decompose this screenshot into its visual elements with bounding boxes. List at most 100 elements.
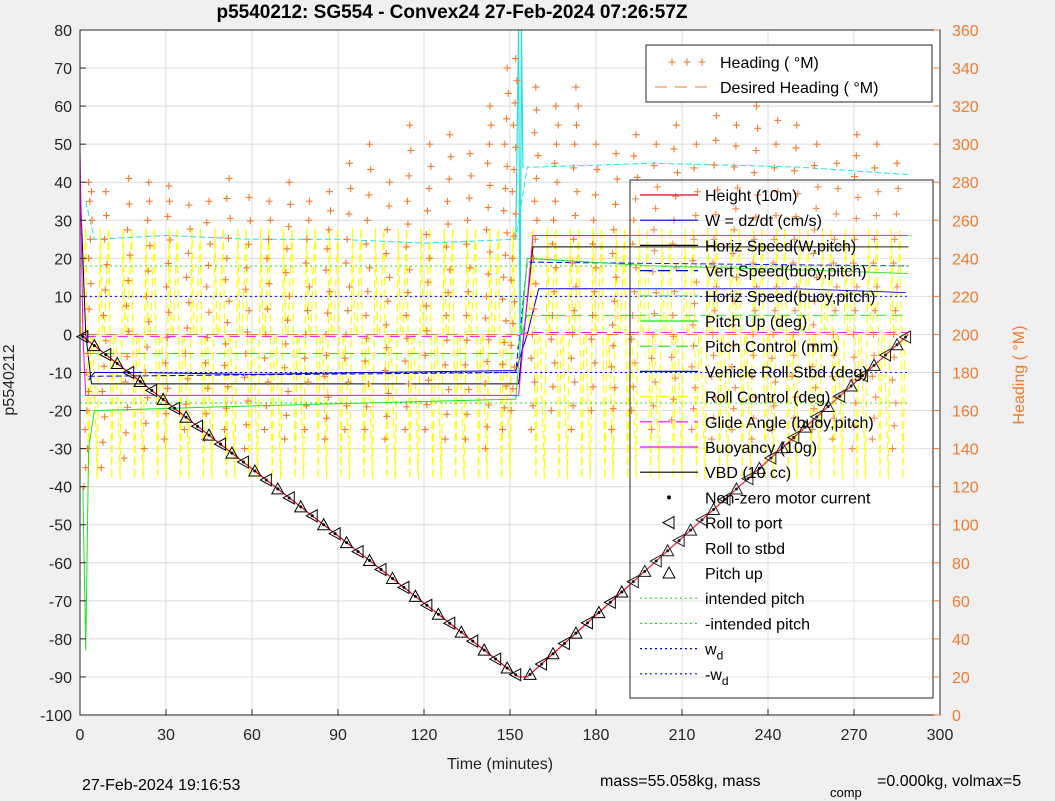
heading-marker bbox=[163, 334, 171, 342]
heading-marker bbox=[265, 280, 273, 288]
heading-marker bbox=[810, 405, 818, 413]
heading-marker bbox=[750, 414, 758, 422]
motor-current-dot bbox=[769, 456, 773, 460]
heading-marker bbox=[125, 200, 133, 208]
roll-control-pulse bbox=[791, 227, 803, 480]
heading-marker bbox=[285, 178, 293, 186]
heading-marker bbox=[461, 361, 469, 369]
heading-marker bbox=[731, 297, 739, 305]
y2-tick-label: 60 bbox=[952, 594, 970, 611]
legend-heading: Heading ( °M) Desired Heading ( °M) bbox=[645, 44, 933, 103]
heading-marker bbox=[143, 292, 151, 300]
heading-marker bbox=[402, 311, 410, 319]
y2-tick-label: 100 bbox=[952, 518, 979, 535]
roll-port-marker bbox=[144, 383, 158, 398]
heading-marker bbox=[401, 357, 409, 365]
heading-marker bbox=[484, 204, 492, 212]
heading-marker bbox=[101, 235, 109, 243]
heading-marker bbox=[670, 145, 678, 153]
heading-marker bbox=[325, 226, 333, 234]
heading-marker bbox=[486, 248, 494, 256]
heading-marker bbox=[183, 273, 191, 281]
pitch-up-marker bbox=[477, 643, 492, 656]
heading-marker bbox=[592, 140, 600, 148]
heading-marker bbox=[770, 164, 778, 172]
pitch-up-marker bbox=[706, 502, 721, 516]
motor-current-dot bbox=[861, 374, 865, 378]
heading-marker bbox=[730, 405, 738, 413]
heading-marker bbox=[691, 384, 699, 392]
heading-marker bbox=[243, 328, 251, 336]
heading-marker bbox=[690, 235, 698, 243]
heading-marker bbox=[512, 210, 520, 218]
heading-marker bbox=[499, 426, 507, 434]
roll-control-pulse bbox=[573, 227, 585, 480]
pitch-up-marker bbox=[293, 499, 308, 513]
heading-marker bbox=[754, 191, 762, 199]
heading-marker bbox=[613, 175, 621, 183]
heading-marker bbox=[669, 240, 677, 248]
legend-main-box bbox=[629, 179, 934, 699]
roll-control-pulse bbox=[837, 227, 849, 480]
heading-marker bbox=[486, 102, 494, 110]
heading-marker bbox=[571, 378, 579, 386]
heading-marker bbox=[750, 169, 758, 177]
heading-marker bbox=[162, 410, 170, 418]
heading-marker bbox=[361, 426, 369, 434]
heading-marker bbox=[850, 353, 858, 361]
roll-control-pulse bbox=[768, 227, 780, 480]
heading-marker bbox=[570, 235, 578, 243]
heading-marker bbox=[323, 245, 331, 253]
heading-marker bbox=[103, 261, 111, 269]
heading-marker bbox=[792, 144, 800, 152]
legend-label: Glide Angle (buoy,pitch) bbox=[705, 415, 874, 432]
pitch-up-marker bbox=[454, 625, 469, 638]
legend-subscript: d bbox=[717, 649, 724, 663]
heading-marker bbox=[500, 207, 508, 215]
series-line bbox=[79, 147, 909, 396]
heading-marker bbox=[242, 285, 250, 293]
heading-marker bbox=[101, 413, 109, 421]
motor-current-dot bbox=[173, 406, 177, 410]
heading-marker bbox=[609, 405, 617, 413]
heading-marker bbox=[484, 270, 492, 278]
motor-current-dot bbox=[723, 497, 727, 501]
x-tick-label: 270 bbox=[841, 727, 868, 744]
heading-marker bbox=[384, 389, 392, 397]
heading-marker bbox=[499, 360, 507, 368]
legend-heading-label: Heading ( °M) bbox=[720, 55, 819, 72]
heading-marker bbox=[511, 99, 519, 107]
legend-label: Roll to stbd bbox=[705, 541, 785, 558]
heading-marker bbox=[125, 174, 133, 182]
heading-marker bbox=[220, 426, 228, 434]
motor-current-dot bbox=[884, 353, 888, 357]
heading-marker bbox=[849, 330, 857, 338]
pitch-up-marker bbox=[752, 461, 767, 474]
heading-marker bbox=[530, 254, 538, 262]
heading-marker bbox=[712, 211, 720, 219]
x-tick-label: 210 bbox=[669, 727, 696, 744]
heading-marker bbox=[124, 226, 132, 234]
motor-current-dot bbox=[826, 405, 830, 409]
series-line bbox=[85, 162, 909, 244]
pitch-up-marker bbox=[614, 584, 629, 598]
heading-marker bbox=[550, 288, 558, 296]
heading-marker bbox=[691, 300, 699, 308]
heading-marker bbox=[302, 402, 310, 410]
footer-mass: mass=55.058kg, mass bbox=[600, 773, 761, 790]
heading-marker bbox=[571, 212, 579, 220]
heading-marker bbox=[534, 152, 542, 160]
heading-marker bbox=[363, 334, 371, 342]
heading-marker bbox=[463, 336, 471, 344]
legend-heading-plus bbox=[668, 58, 676, 66]
legend-heading-label: Desired Heading ( °M) bbox=[720, 80, 878, 97]
heading-marker bbox=[668, 416, 676, 424]
heading-marker bbox=[714, 186, 722, 194]
heading-marker bbox=[426, 140, 434, 148]
roll-control-pulse bbox=[803, 227, 814, 480]
heading-marker bbox=[222, 276, 230, 284]
y-tick-label: 80 bbox=[54, 23, 72, 40]
motor-current-dot bbox=[746, 477, 750, 481]
heading-marker bbox=[241, 373, 249, 381]
heading-marker bbox=[650, 226, 658, 234]
